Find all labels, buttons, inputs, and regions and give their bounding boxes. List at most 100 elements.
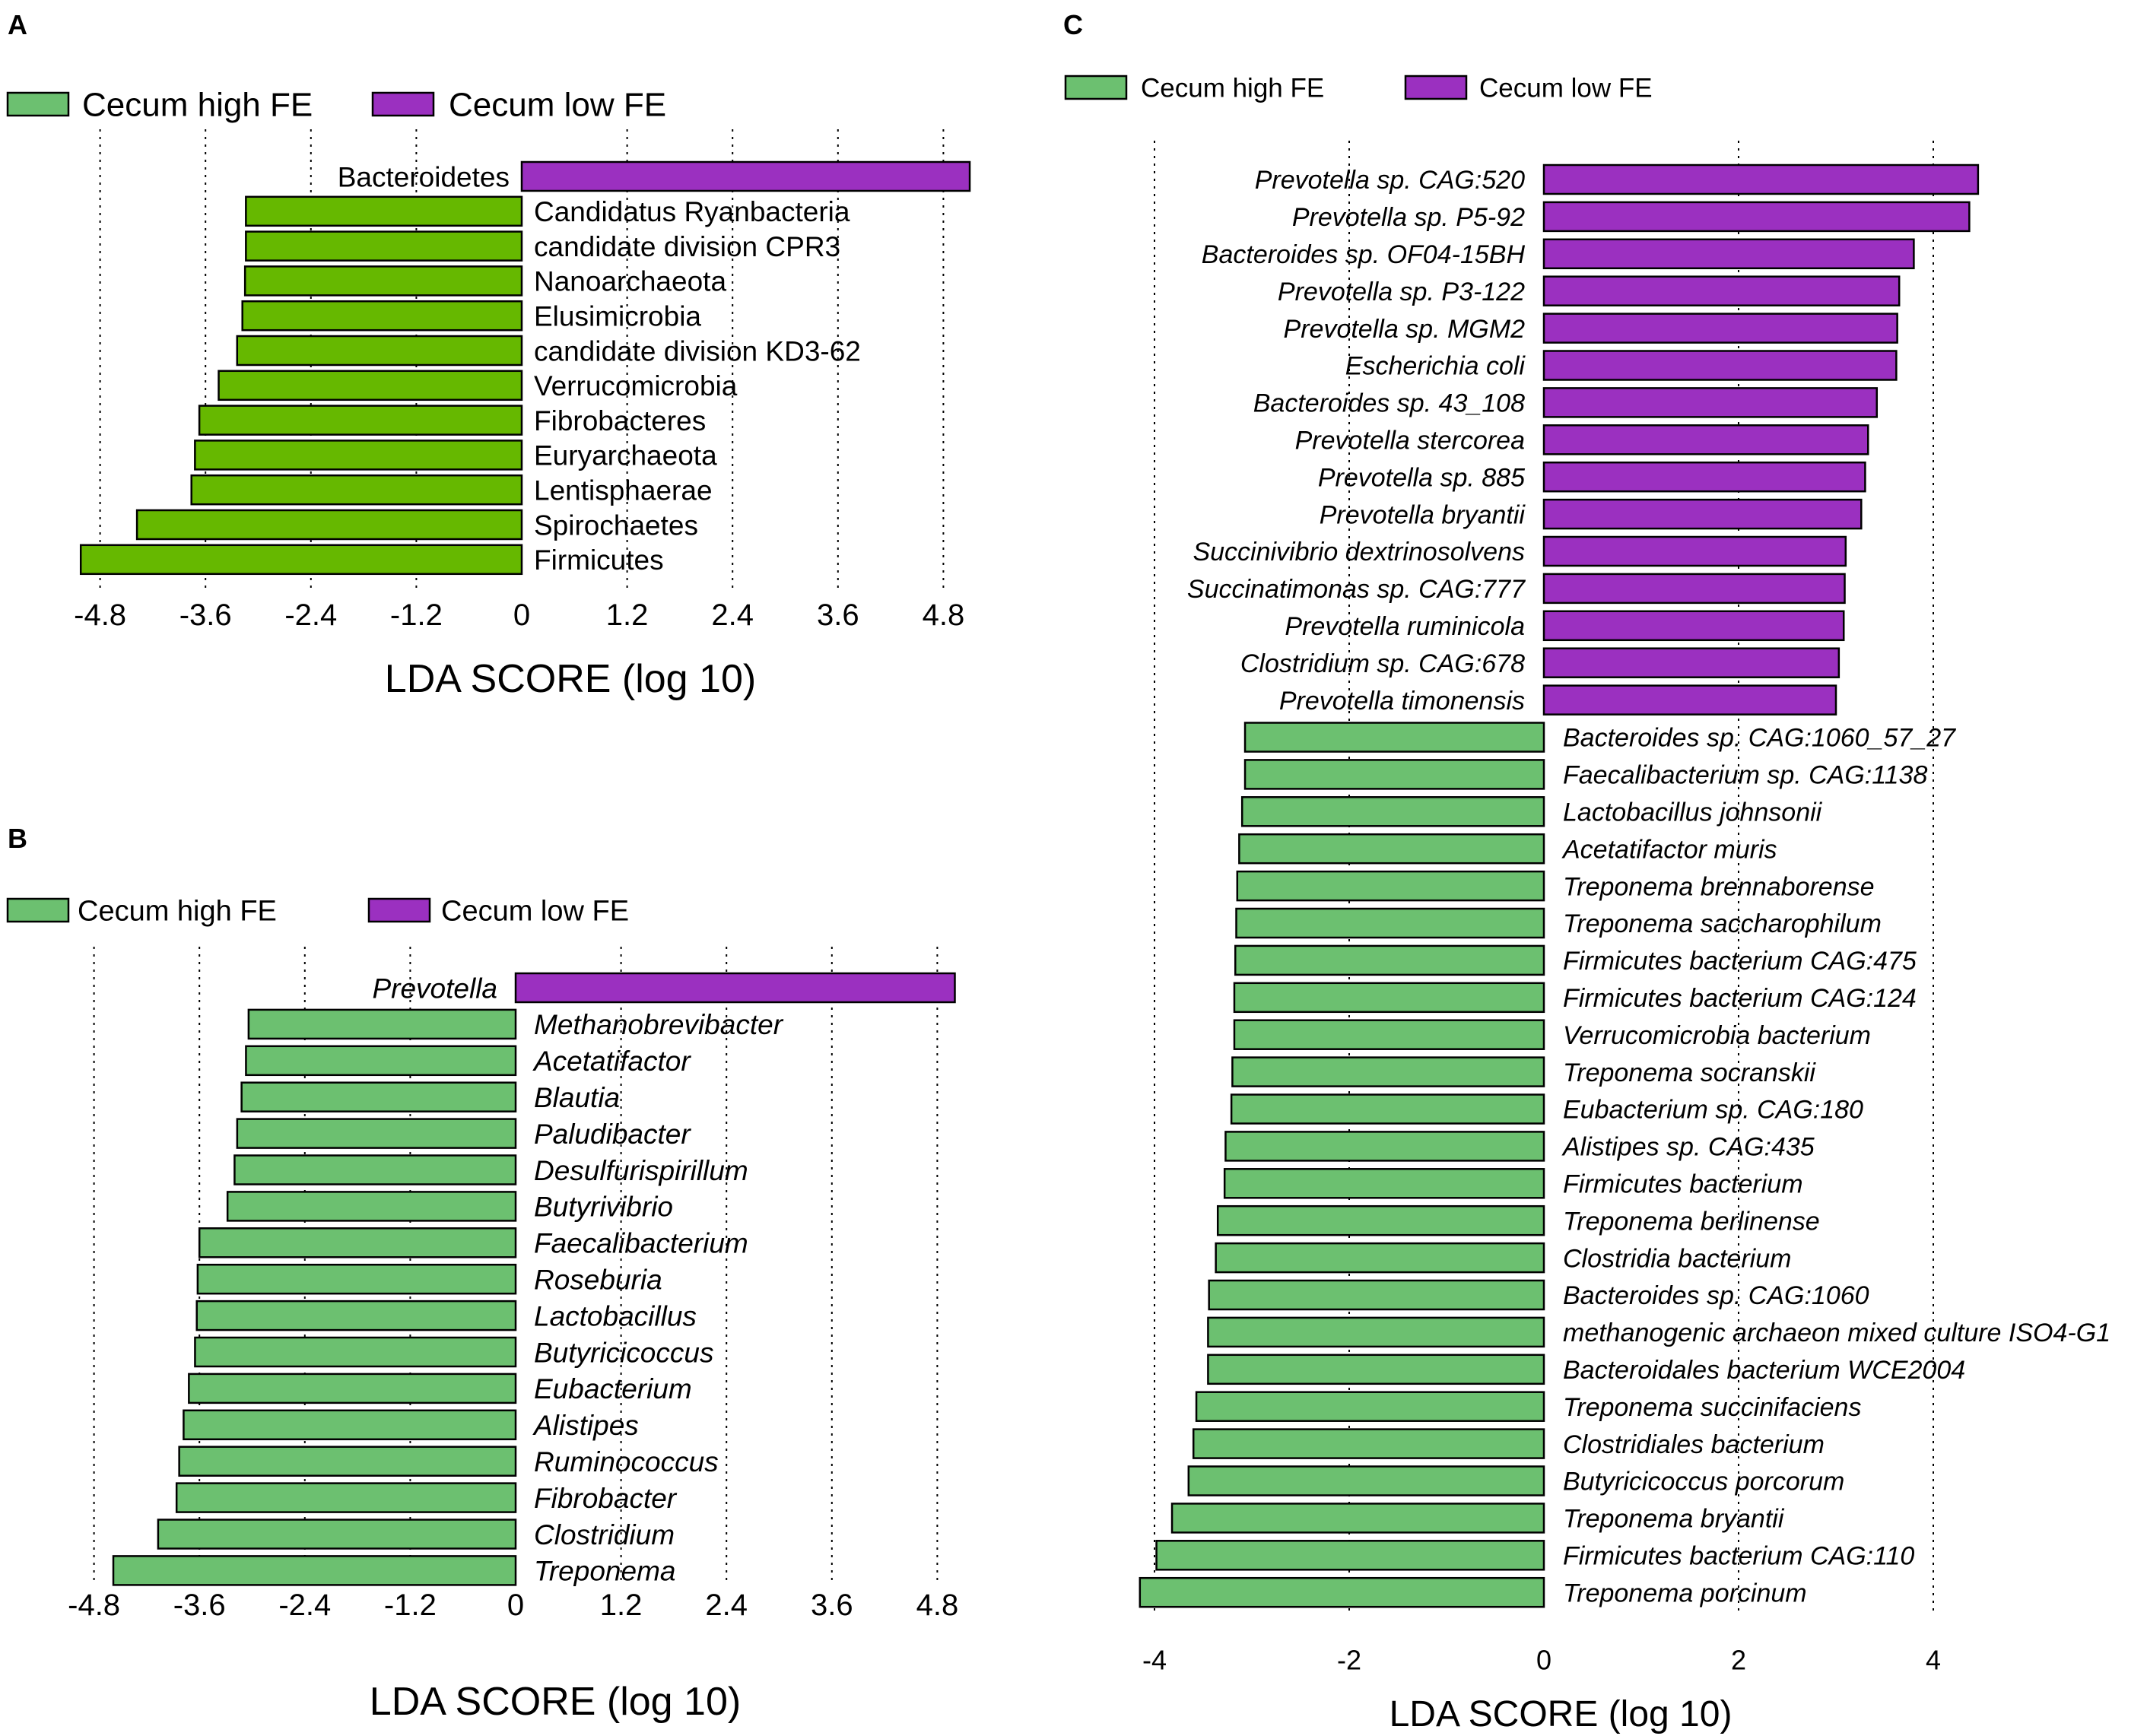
x-tick-label: -3.6 xyxy=(179,598,232,632)
legend-item-cecum-high-fe: Cecum high FE xyxy=(6,86,313,123)
legend-label: Cecum low FE xyxy=(441,895,629,927)
bar-prevotella-stercorea xyxy=(1542,424,1869,455)
bar-bacteroidales-bacterium-wce2004 xyxy=(1207,1354,1545,1385)
bar-firmicutes-bacterium-cag-124 xyxy=(1233,982,1545,1014)
bar-bacteroides-sp-cag-1060-57-27 xyxy=(1243,722,1545,753)
bar-label: Verrucomicrobia bacterium xyxy=(1563,1021,1871,1050)
bar-label: Prevotella sp. 885 xyxy=(1318,463,1525,492)
bar-label: Euryarchaeota xyxy=(534,440,717,471)
x-tick-label: 2 xyxy=(1731,1645,1746,1676)
bar-label: Escherichia coli xyxy=(1345,352,1526,381)
legend-item-cecum-high-fe: Cecum high FE xyxy=(1064,73,1324,103)
bar-label: Prevotella timonensis xyxy=(1279,687,1525,716)
bar-label: Faecalibacterium sp. CAG:1138 xyxy=(1563,761,1927,790)
bar-label: Firmicutes bacterium xyxy=(1563,1170,1803,1199)
bar-label: Faecalibacterium xyxy=(534,1228,748,1259)
bar-faecalibacterium-sp-cag-1138 xyxy=(1243,759,1545,790)
bar-alistipes-sp-cag-435 xyxy=(1224,1131,1545,1162)
bar-lentisphaerae xyxy=(190,474,523,506)
bar-bacteroides-sp-cag-1060 xyxy=(1208,1279,1545,1311)
x-tick-label: -4.8 xyxy=(68,1588,120,1622)
bar-bacteroides-sp-of04-15bh xyxy=(1542,238,1915,270)
bar-label: Fibrobacter xyxy=(534,1483,678,1514)
x-tick-label: 1.2 xyxy=(600,1588,643,1622)
x-tick-label: -2.4 xyxy=(284,598,337,632)
panel-letter: B xyxy=(8,823,27,854)
legend-label: Cecum high FE xyxy=(82,86,313,123)
bar-label: Prevotella sp. P5-92 xyxy=(1292,203,1525,232)
x-axis-label: LDA SCORE (log 10) xyxy=(370,1680,741,1724)
legend-label: Cecum low FE xyxy=(449,86,666,123)
bar-prevotella-sp-p5-92 xyxy=(1542,201,1971,233)
bar-treponema-succinifaciens xyxy=(1195,1391,1545,1422)
bar-verrucomicrobia xyxy=(218,370,523,401)
bar-prevotella xyxy=(514,972,956,1004)
bar-acetatifactor-muris xyxy=(1238,833,1545,865)
bar-candidatus-ryanbacteria xyxy=(245,195,523,227)
bar-alistipes xyxy=(183,1409,517,1441)
bar-label: Treponema socranskii xyxy=(1563,1058,1816,1087)
bar-lactobacillus xyxy=(195,1300,517,1331)
bar-roseburia xyxy=(196,1263,517,1295)
bar-label: Bacteroides sp. 43_108 xyxy=(1253,389,1525,418)
bar-treponema-saccharophilum xyxy=(1235,907,1545,939)
bar-label: Treponema succinifaciens xyxy=(1563,1393,1861,1422)
bar-label: Lentisphaerae xyxy=(534,475,713,506)
legend-item-cecum-high-fe: Cecum high FE xyxy=(6,895,277,927)
x-tick-label: 2.4 xyxy=(705,1588,748,1622)
bar-label: Lactobacillus xyxy=(534,1300,697,1331)
x-tick-label: 0 xyxy=(1536,1645,1551,1676)
legend-label: Cecum high FE xyxy=(78,895,277,927)
bar-label: Firmicutes bacterium CAG:110 xyxy=(1563,1542,1914,1571)
bar-label: Acetatifactor muris xyxy=(1561,835,1777,864)
bar-treponema-porcinum xyxy=(1139,1576,1545,1608)
x-tick-label: 1.2 xyxy=(606,598,649,632)
bar-label: Nanoarchaeota xyxy=(534,266,726,297)
legend-swatch xyxy=(6,91,70,117)
bar-prevotella-timonensis xyxy=(1542,684,1837,716)
bar-label: Bacteroides sp. OF04-15BH xyxy=(1202,240,1526,269)
x-tick-label: -1.2 xyxy=(384,1588,437,1622)
bar-blautia xyxy=(240,1081,517,1112)
bar-fibrobacter xyxy=(175,1482,517,1513)
x-tick-label: -4.8 xyxy=(74,598,126,632)
bar-firmicutes xyxy=(79,544,523,576)
legend-swatch xyxy=(1064,75,1128,100)
bar-label: Butyricicoccus porcorum xyxy=(1563,1468,1844,1496)
bar-treponema-bryantii xyxy=(1170,1503,1545,1534)
legend-swatch xyxy=(1404,75,1468,100)
bar-label: Bacteroidales bacterium WCE2004 xyxy=(1563,1356,1965,1385)
bar-butyricicoccus xyxy=(194,1336,517,1368)
bar-label: Clostridium sp. CAG:678 xyxy=(1240,649,1525,678)
legend-swatch xyxy=(6,897,70,923)
panel-letter: A xyxy=(8,9,27,40)
bar-label: Prevotella sp. CAG:520 xyxy=(1255,166,1525,195)
bar-eubacterium-sp-cag-180 xyxy=(1230,1093,1545,1125)
bar-label: Clostridia bacterium xyxy=(1563,1244,1791,1273)
bar-firmicutes-bacterium-cag-110 xyxy=(1155,1540,1545,1571)
legend-label: Cecum low FE xyxy=(1479,73,1653,103)
bar-prevotella-ruminicola xyxy=(1542,610,1845,642)
x-tick-label: -2 xyxy=(1337,1645,1361,1676)
bar-label: Treponema bryantii xyxy=(1563,1505,1785,1534)
legend-item-cecum-low-fe: Cecum low FE xyxy=(371,86,666,123)
bar-clostridia-bacterium xyxy=(1215,1242,1545,1274)
bar-label: Acetatifactor xyxy=(532,1046,691,1077)
bar-label: Firmicutes xyxy=(534,544,664,576)
legend-swatch xyxy=(367,897,431,923)
bar-label: candidate division KD3-62 xyxy=(534,335,861,367)
bar-label: Succinatimonas sp. CAG:777 xyxy=(1187,575,1526,604)
bar-escherichia-coli xyxy=(1542,350,1898,381)
bar-treponema-brennaborense xyxy=(1236,870,1545,902)
x-tick-label: 4 xyxy=(1926,1645,1941,1676)
bar-firmicutes-bacterium-cag-475 xyxy=(1234,944,1545,976)
panel-letter: C xyxy=(1063,9,1083,40)
bar-label: Eubacterium sp. CAG:180 xyxy=(1563,1096,1863,1125)
bar-label: Alistipes xyxy=(532,1410,639,1441)
bar-treponema-berlinense xyxy=(1216,1204,1545,1236)
bar-label: Fibrobacteres xyxy=(534,405,706,436)
bar-clostridium-sp-cag-678 xyxy=(1542,647,1841,678)
panel-c: C Cecum high FE Cecum low FE Prevotella sp.… xyxy=(1063,9,2110,1734)
bar-prevotella-sp-p3-122 xyxy=(1542,275,1901,306)
